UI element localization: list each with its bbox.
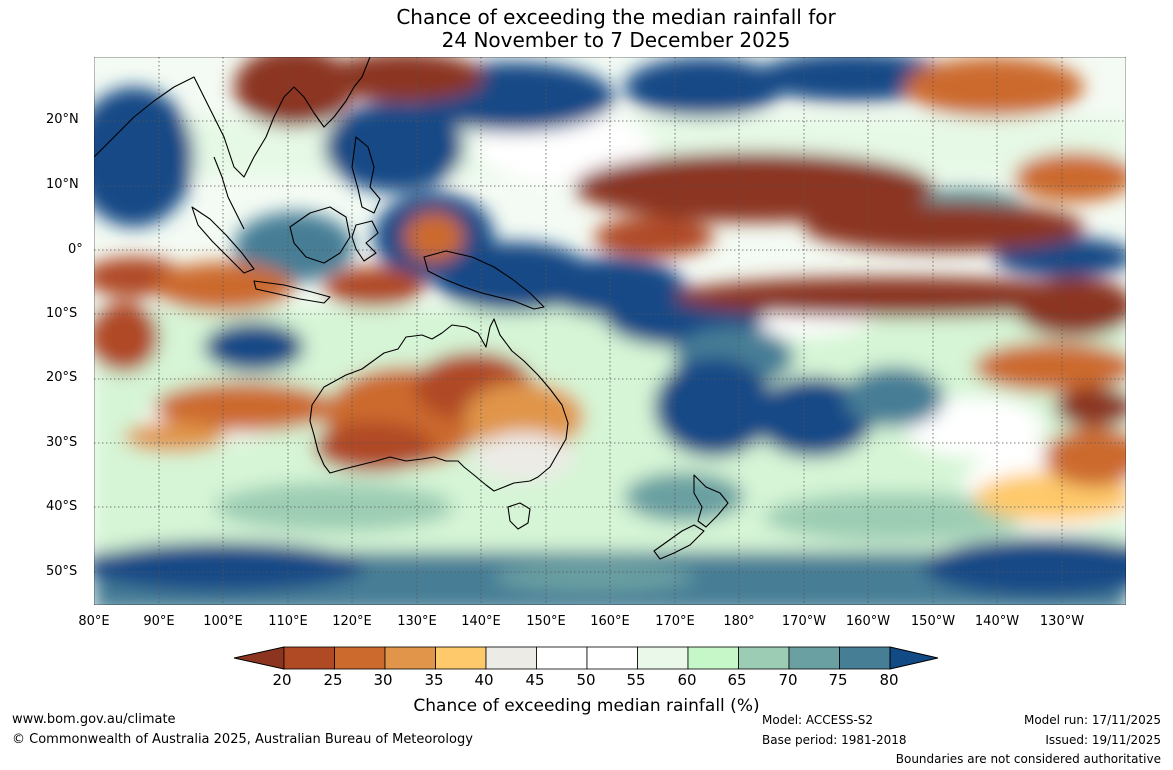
colorbar-tick-20: 20: [272, 671, 292, 689]
colorbar-segment: [839, 646, 891, 670]
lat-label-10s: 10°S: [46, 306, 78, 321]
colorbar-segment: [586, 646, 638, 670]
map-title-line2: 24 November to 7 December 2025: [441, 28, 791, 52]
colorbar-tick-65: 65: [727, 671, 747, 689]
footer-disclaimer: Boundaries are not considered authoritat…: [895, 752, 1161, 766]
philippines-outline: [351, 136, 381, 214]
new-zealand-south: [653, 524, 705, 560]
lat-label-50s: 50°S: [46, 564, 78, 579]
colorbar: [233, 646, 939, 670]
footer-issued: Issued: 19/11/2025: [1045, 733, 1161, 747]
coastlines: [94, 57, 729, 560]
colorbar-segment: [536, 646, 588, 670]
rainfall-map: [94, 57, 1126, 605]
colorbar-tick-80: 80: [879, 671, 899, 689]
sumatra-outline: [191, 206, 255, 274]
new-guinea-outline: [423, 250, 545, 310]
borneo-outline: [289, 206, 351, 264]
colorbar-segment: [435, 646, 487, 670]
footer-base-period: Base period: 1981-2018: [762, 733, 907, 747]
probability-fields: [94, 57, 1126, 605]
lon-label-80e: 80°E: [78, 614, 110, 629]
colorbar-segment: [687, 646, 739, 670]
colorbar-tick-30: 30: [373, 671, 393, 689]
colorbar-tick-55: 55: [626, 671, 646, 689]
lon-label-170e: 170°E: [655, 614, 695, 629]
colorbar-extend-low: [233, 646, 285, 670]
new-zealand-north: [693, 474, 729, 528]
colorbar-tick-45: 45: [525, 671, 545, 689]
lon-label-170w: 170°W: [781, 614, 827, 629]
colorbar-segment: [384, 646, 436, 670]
colorbar-tick-50: 50: [576, 671, 596, 689]
colorbar-tick-25: 25: [323, 671, 343, 689]
footer-model-run: Model run: 17/11/2025: [1023, 713, 1161, 727]
colorbar-segment: [283, 646, 335, 670]
lat-label-10n: 10°N: [46, 177, 79, 192]
lon-label-110e: 110°E: [268, 614, 308, 629]
colorbar-extend-high: [889, 646, 939, 670]
lon-label-160e: 160°E: [590, 614, 630, 629]
lon-label-150e: 150°E: [526, 614, 566, 629]
map-title-line1: Chance of exceeding the median rainfall …: [396, 5, 836, 29]
lon-label-100e: 100°E: [203, 614, 243, 629]
lon-label-130e: 130°E: [397, 614, 437, 629]
lon-label-140e: 140°E: [461, 614, 501, 629]
lon-label-130w: 130°W: [1039, 614, 1085, 629]
lon-label-160w: 160°W: [845, 614, 891, 629]
java-outline: [253, 280, 331, 304]
malay-peninsula: [213, 156, 245, 230]
lat-label-20n: 20°N: [46, 112, 79, 127]
lat-label-40s: 40°S: [46, 499, 78, 514]
lon-label-140w: 140°W: [974, 614, 1020, 629]
footer-model: Model: ACCESS-S2: [762, 713, 874, 727]
lon-label-120e: 120°E: [332, 614, 372, 629]
colorbar-segment: [738, 646, 790, 670]
tasmania-outline: [507, 502, 531, 530]
australia-outline: [309, 318, 569, 492]
lon-label-180: 180°: [723, 614, 755, 629]
asia-mainland-outline: [94, 57, 371, 178]
colorbar-segment: [637, 646, 689, 670]
footer-copyright: © Commonwealth of Australia 2025, Austra…: [12, 732, 473, 747]
colorbar-title: Chance of exceeding median rainfall (%): [413, 696, 760, 716]
lon-label-150w: 150°W: [910, 614, 956, 629]
colorbar-tick-60: 60: [677, 671, 697, 689]
lat-label-30s: 30°S: [46, 435, 78, 450]
colorbar-tick-75: 75: [828, 671, 848, 689]
footer-website[interactable]: www.bom.gov.au/climate: [12, 712, 176, 727]
colorbar-segment: [788, 646, 840, 670]
colorbar-tick-35: 35: [424, 671, 444, 689]
lon-label-90e: 90°E: [143, 614, 175, 629]
sulawesi-outline: [351, 220, 379, 262]
colorbar-tick-70: 70: [778, 671, 798, 689]
colorbar-tick-40: 40: [474, 671, 494, 689]
lat-label-0: 0°: [68, 242, 83, 257]
colorbar-segment: [485, 646, 537, 670]
graticule: [94, 57, 1126, 605]
colorbar-segment: [334, 646, 386, 670]
lat-label-20s: 20°S: [46, 370, 78, 385]
